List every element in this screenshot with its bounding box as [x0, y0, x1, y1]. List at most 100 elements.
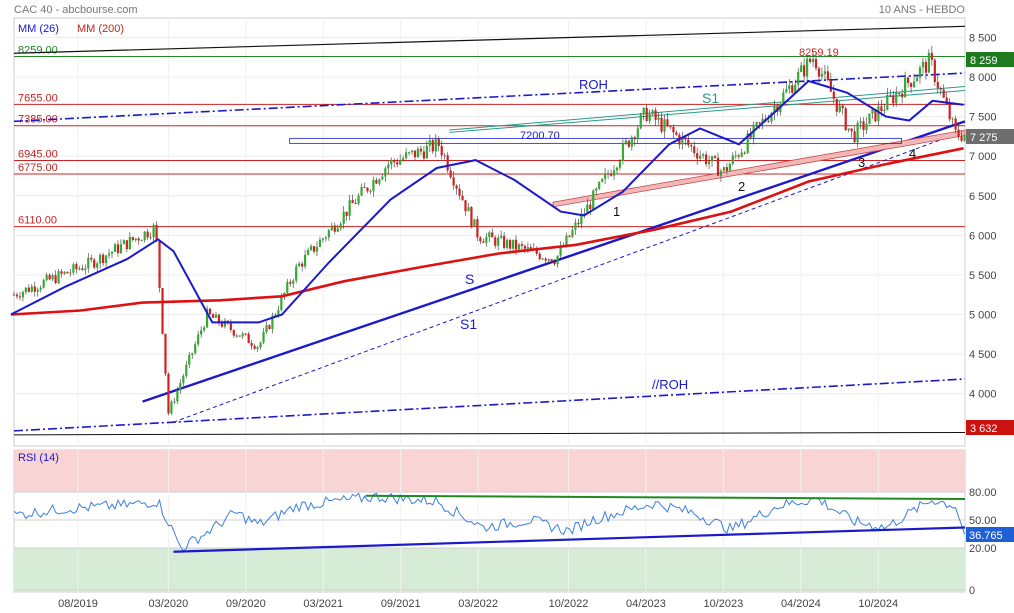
candle-body — [505, 240, 509, 248]
candle-body — [12, 294, 16, 296]
level-label: 6110.00 — [18, 215, 57, 227]
price-y-axis: 8 500 8 000 7 500 7 000 6 500 6 000 5 500 5 000… — [969, 32, 997, 400]
point-2-label: 2 — [738, 179, 745, 194]
candle-body — [99, 254, 102, 264]
candle-body — [705, 154, 708, 165]
point-4-label: 4 — [909, 146, 916, 161]
candle-body — [889, 94, 892, 96]
candle-body — [719, 170, 723, 176]
candle-body — [633, 137, 636, 140]
candle-body — [354, 203, 357, 205]
candle-body — [675, 132, 678, 135]
candle-body — [443, 155, 446, 157]
level-label: 6775.00 — [18, 162, 58, 174]
candle-body — [208, 308, 212, 315]
candle-body — [372, 179, 375, 191]
x-tick-label: 04/2024 — [781, 598, 821, 610]
candle-body — [791, 85, 794, 93]
candle-body — [716, 157, 720, 176]
candle-body — [387, 164, 390, 169]
candle-body — [327, 230, 330, 238]
candle-body — [113, 244, 117, 252]
s-label: S — [465, 271, 474, 287]
candle-body — [707, 161, 711, 165]
candle-body — [134, 238, 137, 241]
candle-body — [369, 190, 372, 192]
candle-body — [713, 156, 717, 158]
candle-body — [137, 238, 140, 241]
candle-body — [957, 129, 960, 137]
candle-body — [152, 224, 155, 238]
candle-body — [277, 310, 280, 315]
candle-body — [823, 71, 827, 74]
candle-body — [259, 342, 262, 348]
candle-body — [838, 105, 841, 112]
candle-body — [125, 240, 128, 250]
candle-body — [425, 145, 428, 159]
candle-body — [523, 245, 527, 249]
candle-body — [906, 77, 910, 83]
candle-body — [960, 136, 963, 141]
candle-body — [580, 213, 583, 225]
candle-body — [366, 187, 369, 192]
candle-body — [268, 325, 271, 330]
y-tick-label: 7 500 — [969, 112, 997, 124]
candle-body — [648, 114, 651, 121]
candle-body — [862, 121, 865, 130]
candle-body — [437, 138, 440, 146]
trend-lines — [13, 25, 966, 436]
candle-body — [399, 159, 402, 165]
candle-body — [384, 168, 387, 177]
candle-body — [785, 88, 788, 93]
candle-body — [306, 249, 310, 255]
candle-body — [292, 280, 295, 284]
rsi-tick-label: 0 — [969, 585, 975, 597]
candle-body — [859, 121, 862, 124]
candle-body — [618, 161, 622, 168]
candle-body — [140, 240, 143, 242]
candle-body — [636, 128, 639, 140]
candle-body — [485, 236, 488, 243]
symbol-source: CAC 40 - abcbourse.com — [14, 4, 138, 16]
candle-body — [794, 84, 797, 93]
candle-body — [131, 236, 134, 241]
candle-body — [660, 117, 663, 132]
y-tick-label: 4 500 — [969, 349, 997, 361]
candle-body — [945, 97, 948, 104]
candle-body — [954, 118, 957, 130]
ma200-line — [10, 147, 964, 316]
candle-body — [309, 246, 313, 250]
candle-body — [511, 239, 515, 249]
candle-body — [942, 89, 945, 98]
candle-body — [767, 120, 770, 122]
candle-body — [81, 268, 84, 271]
candle-body — [280, 296, 283, 311]
candle-body — [963, 134, 966, 141]
candle-body — [669, 126, 672, 128]
candle-body — [396, 162, 399, 165]
level-label: 7655.00 — [18, 92, 58, 104]
candle-body — [262, 332, 265, 343]
candle-body — [639, 114, 642, 129]
candle-body — [568, 235, 571, 237]
rsi-support-line — [173, 526, 966, 553]
y-tick-label: 6 500 — [969, 191, 997, 203]
candle-body — [315, 246, 319, 252]
candle-body — [743, 152, 746, 154]
candle-body — [556, 255, 559, 265]
candle-body — [871, 109, 874, 114]
grid-lines — [14, 18, 965, 592]
candle-body — [318, 239, 322, 247]
candle-body — [351, 200, 354, 204]
candle-body — [755, 122, 758, 125]
candle-body — [491, 232, 494, 238]
candle-body — [63, 271, 66, 274]
candle-body — [217, 314, 221, 324]
candle-body — [179, 383, 182, 391]
candle-body — [48, 274, 51, 280]
candle-body — [912, 81, 916, 87]
candle-body — [909, 82, 913, 87]
candle-body — [45, 274, 48, 281]
candle-body — [508, 240, 512, 249]
candle-body — [295, 266, 298, 281]
